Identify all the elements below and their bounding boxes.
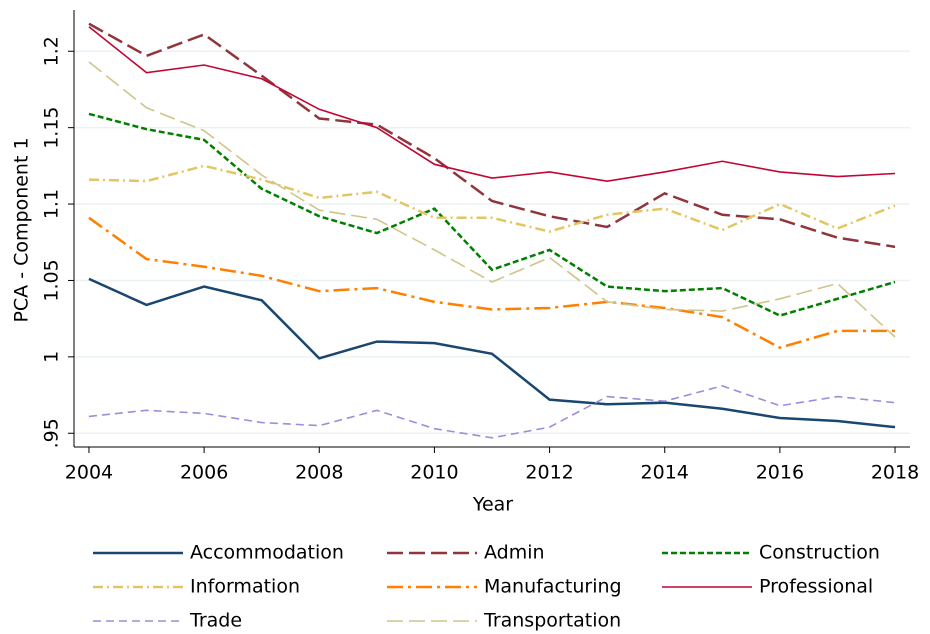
y-tick-label: 1 xyxy=(41,351,63,363)
series-line xyxy=(88,277,896,429)
legend-label: Admin xyxy=(484,542,545,564)
legend-label: Construction xyxy=(759,542,880,564)
series-line xyxy=(88,164,896,233)
x-tick-label: 2006 xyxy=(180,462,228,484)
x-tick-label: 2016 xyxy=(756,462,804,484)
legend-label: Transportation xyxy=(483,610,621,632)
series-line xyxy=(88,216,896,350)
series-line xyxy=(88,112,896,317)
y-tick-label: 1.15 xyxy=(41,106,63,148)
legend-label: Trade xyxy=(189,610,242,632)
x-tick-label: 2004 xyxy=(65,462,113,484)
legend-label: Information xyxy=(190,576,300,598)
x-tick-label: 2012 xyxy=(525,462,573,484)
x-tick-label: 2018 xyxy=(871,462,919,484)
legend-label: Accommodation xyxy=(190,542,344,564)
y-tick-label: .95 xyxy=(41,418,63,448)
x-axis-label: Year xyxy=(472,494,513,516)
series-line xyxy=(88,22,896,249)
x-tick-label: 2014 xyxy=(641,462,689,484)
y-tick-label: 1.05 xyxy=(41,259,63,301)
legend-label: Manufacturing xyxy=(484,576,622,598)
series-line xyxy=(88,61,896,338)
x-tick-label: 2008 xyxy=(295,462,343,484)
legend-label: Professional xyxy=(759,576,873,598)
series-line xyxy=(88,385,896,439)
y-tick-label: 1.1 xyxy=(41,189,63,219)
x-tick-label: 2010 xyxy=(410,462,458,484)
y-tick-label: 1.2 xyxy=(41,36,63,66)
series-line xyxy=(88,26,896,182)
y-axis-label: PCA - Component 1 xyxy=(11,137,33,322)
